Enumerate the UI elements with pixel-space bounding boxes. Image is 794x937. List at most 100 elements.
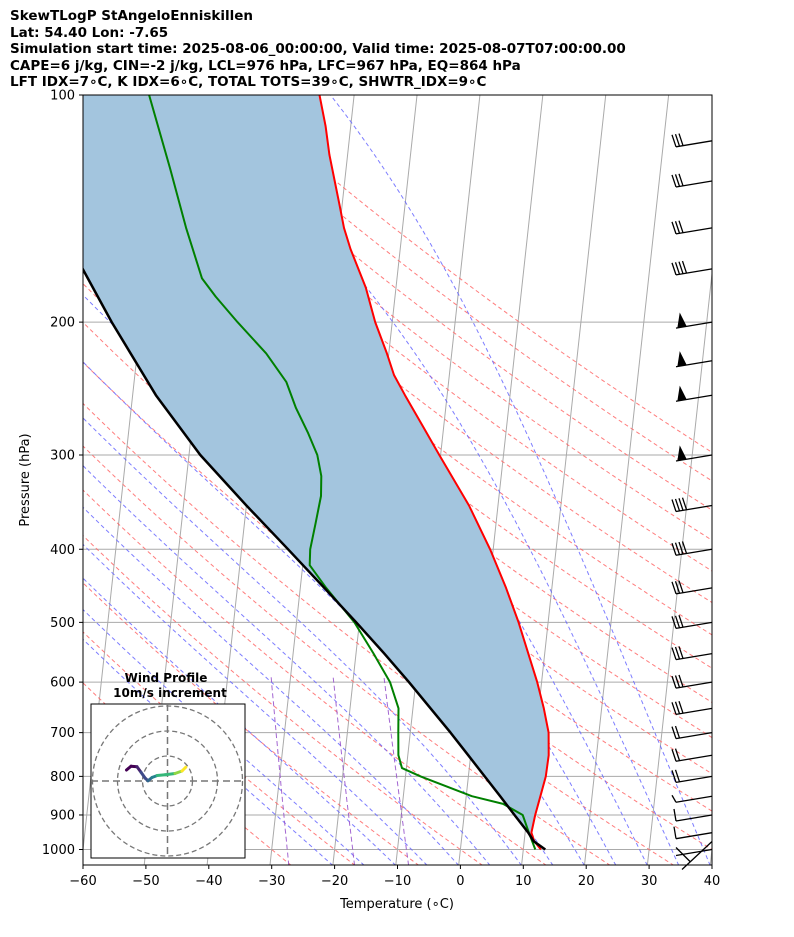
x-tick-label: 30 — [641, 874, 658, 889]
wind-barb — [671, 769, 713, 784]
dry-adiabat — [83, 361, 712, 851]
barb-feather — [675, 847, 691, 862]
dewpoint-line — [148, 95, 537, 850]
barb-shaft — [675, 814, 713, 822]
barb-pennant — [677, 312, 687, 328]
moist-adiabat — [83, 638, 334, 865]
barb-shaft — [675, 754, 713, 762]
hodograph-inset: Wind Profile 10m/s increment — [90, 671, 246, 859]
parcel-line — [83, 266, 547, 851]
dry-adiabat — [202, 95, 712, 482]
hodograph-subtitle: 10m/s increment — [113, 686, 227, 700]
hodograph-trace — [180, 765, 188, 773]
moist-adiabat — [329, 95, 711, 865]
cape-shading — [83, 95, 549, 842]
dry-adiabat — [83, 445, 611, 865]
barb-feather — [671, 581, 677, 595]
barb-shaft — [675, 548, 713, 556]
barb-feather — [674, 769, 681, 782]
barb-feather — [674, 675, 681, 688]
barb-pennant — [677, 445, 687, 461]
dry-adiabat — [104, 95, 712, 572]
moist-adiabat — [83, 608, 365, 865]
barb-feather — [674, 581, 681, 594]
y-axis-label: Pressure (hPa) — [18, 433, 33, 526]
moist-adiabat — [187, 95, 680, 865]
moist-adiabat — [83, 506, 459, 865]
barb-feather — [671, 702, 677, 715]
isotherm-line — [584, 95, 670, 865]
barb-shaft — [675, 652, 713, 661]
barb-feather — [674, 133, 681, 147]
barb-shaft — [675, 731, 713, 740]
wind-barb — [671, 725, 713, 740]
barb-feather — [671, 499, 677, 512]
wind-barb — [673, 808, 713, 822]
y-tick-label: 800 — [50, 770, 75, 785]
x-tick-label: 40 — [704, 874, 721, 889]
barb-feather — [678, 646, 684, 659]
y-tick-label: 700 — [50, 726, 75, 741]
x-tick-label: 10 — [515, 874, 532, 889]
x-tick-label: −50 — [132, 874, 159, 889]
x-axis-label: Temperature (∘C) — [339, 897, 454, 912]
barb-feather — [671, 174, 677, 188]
dry-adiabat — [169, 95, 712, 511]
barb-shaft — [675, 360, 713, 368]
barb-shaft — [675, 795, 713, 803]
wind-barb — [671, 497, 713, 513]
isotherm-line — [646, 269, 712, 865]
x-tick-label: −60 — [69, 874, 96, 889]
barb-feather — [674, 646, 681, 660]
mixing-ratio-line — [270, 676, 290, 865]
y-tick-label: 400 — [50, 543, 75, 558]
chart-title: SkewTLogP StAngeloEnniskillen — [10, 8, 253, 24]
barb-feather — [671, 794, 677, 803]
barb-shaft — [675, 587, 713, 595]
wind-barb — [671, 674, 713, 689]
barb-feather — [671, 616, 677, 629]
mixing-ratio-line — [383, 676, 410, 865]
barb-pennant — [677, 385, 687, 401]
barb-feather — [671, 221, 677, 235]
barb-feather — [678, 614, 684, 628]
stability-indices: LFT IDX=7∘C, K IDX=6∘C, TOTAL TOTS=39∘C,… — [10, 74, 487, 90]
barb-feather — [678, 220, 684, 233]
barb-feather — [678, 133, 684, 146]
x-tick-label: 20 — [578, 874, 595, 889]
barb-shaft — [675, 504, 713, 513]
y-tick-label: 600 — [50, 676, 75, 691]
barb-shaft — [675, 321, 713, 329]
barb-feather — [674, 174, 681, 187]
wind-barb — [675, 385, 713, 402]
barb-shaft — [675, 180, 713, 188]
barb-shaft — [675, 621, 713, 630]
x-axis: −60 −50 −40 −30 −20 −10 0 10 20 30 40 — [69, 865, 720, 889]
simulation-times: Simulation start time: 2025-08-06_00:00:… — [10, 41, 626, 57]
wind-barb — [675, 351, 713, 368]
x-tick-label: −20 — [321, 874, 348, 889]
temperature-line — [318, 95, 550, 851]
dry-adiabat — [83, 245, 712, 739]
barb-feather — [674, 725, 681, 739]
wind-barb — [675, 445, 713, 462]
wind-barb — [671, 260, 713, 276]
barb-shaft — [675, 394, 713, 402]
barb-feather — [678, 580, 684, 593]
wind-barb — [671, 794, 713, 803]
y-tick-label: 1000 — [42, 843, 75, 858]
cape-cin-levels: CAPE=6 j/kg, CIN=-2 j/kg, LCL=976 hPa, L… — [10, 57, 521, 74]
barb-shaft — [675, 140, 713, 148]
y-tick-label: 200 — [50, 316, 75, 331]
barb-feather — [674, 221, 681, 234]
moist-adiabat — [83, 464, 491, 865]
wind-barb — [673, 826, 713, 840]
dry-adiabat — [83, 631, 356, 865]
cape-area — [83, 95, 549, 842]
hodograph-trace — [163, 772, 177, 777]
barb-shaft — [675, 227, 713, 235]
barb-feather — [681, 541, 688, 554]
barb-feather — [671, 770, 677, 783]
wind-barb — [671, 220, 713, 235]
wind-barb — [671, 748, 713, 762]
